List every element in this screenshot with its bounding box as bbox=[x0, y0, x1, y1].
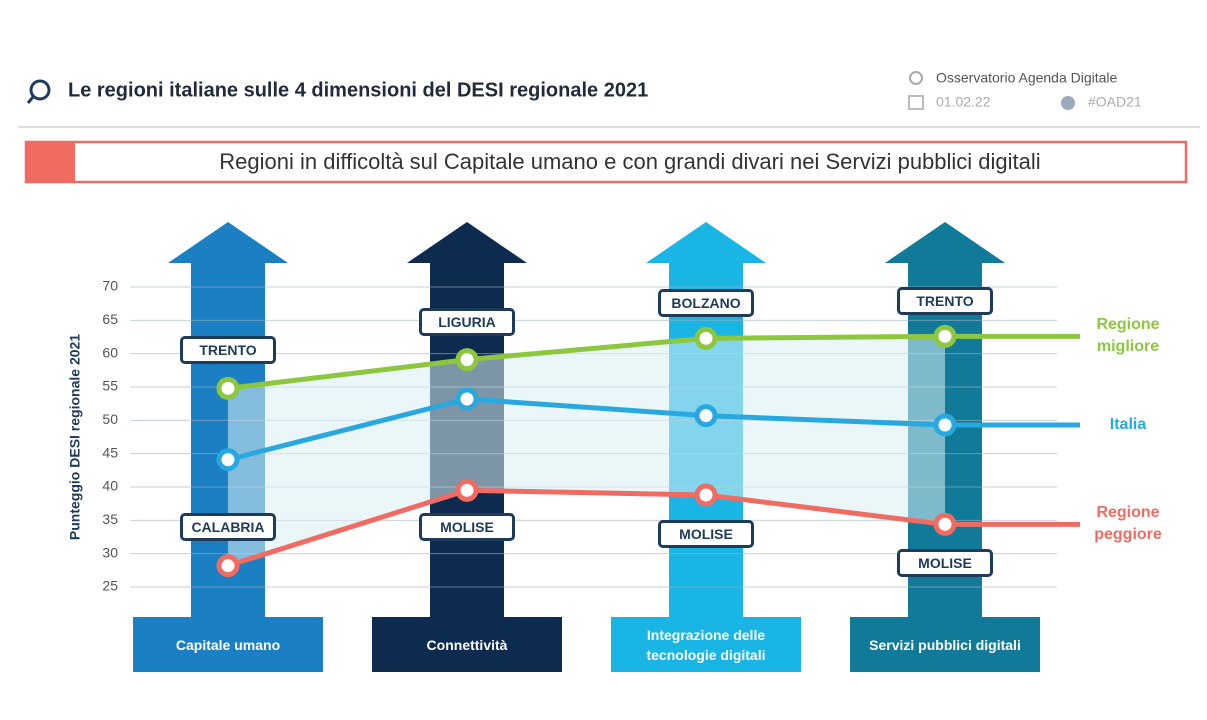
date: 01.02.22 bbox=[936, 94, 991, 110]
point bbox=[694, 404, 718, 428]
twitter-icon bbox=[1061, 96, 1075, 110]
y-tick-label: 30 bbox=[102, 544, 118, 560]
point bbox=[933, 413, 957, 437]
point bbox=[455, 478, 479, 502]
series-line bbox=[227, 487, 946, 569]
category-label: Connettività bbox=[426, 636, 508, 653]
region-label: TRENTO bbox=[180, 336, 276, 364]
y-axis-label: Punteggio DESI regionale 2021 bbox=[67, 334, 83, 540]
region-label: CALABRIA bbox=[180, 513, 276, 541]
y-tick-label: 35 bbox=[102, 511, 118, 527]
category-label: Servizi pubblici digitali bbox=[869, 636, 1021, 653]
banner-text: Regioni in difficoltà sul Capitale umano… bbox=[219, 149, 1040, 174]
banner-accent bbox=[26, 142, 75, 182]
calendar-icon bbox=[908, 95, 924, 110]
series-line bbox=[227, 396, 946, 463]
y-tick-label: 45 bbox=[102, 444, 118, 460]
search-icon-handle bbox=[26, 96, 35, 104]
legend-label: Regione migliore bbox=[1096, 316, 1160, 356]
legend-label: Regione peggiore bbox=[1094, 504, 1162, 544]
series-line bbox=[227, 333, 946, 391]
category-label: Integrazione delle tecnologie digitali bbox=[646, 626, 766, 663]
point bbox=[455, 387, 479, 411]
hashtag: #OAD21 bbox=[1088, 94, 1142, 110]
y-tick-label: 40 bbox=[102, 478, 118, 494]
region-label: BOLZANO bbox=[658, 289, 754, 317]
y-tick-label: 50 bbox=[102, 411, 118, 427]
category-box bbox=[372, 617, 562, 672]
category-box bbox=[133, 617, 323, 672]
region-label: LIGURIA bbox=[419, 308, 515, 336]
source-icon bbox=[909, 71, 923, 85]
point bbox=[933, 324, 957, 348]
region-label: TRENTO bbox=[897, 287, 993, 315]
point bbox=[216, 554, 240, 578]
y-tick-label: 60 bbox=[102, 344, 118, 360]
point bbox=[216, 448, 240, 472]
y-tick-label: 65 bbox=[102, 311, 118, 327]
region-label: MOLISE bbox=[658, 520, 754, 548]
source: Osservatorio Agenda Digitale bbox=[936, 70, 1118, 86]
y-tick-label: 25 bbox=[102, 578, 118, 594]
category-box bbox=[611, 617, 801, 672]
title: Le regioni italiane sulle 4 dimensioni d… bbox=[68, 79, 648, 101]
region-label: MOLISE bbox=[897, 549, 993, 577]
point bbox=[216, 376, 240, 400]
category-label: Capitale umano bbox=[175, 636, 281, 653]
legend-label: Italia bbox=[1109, 416, 1147, 433]
point bbox=[694, 326, 718, 350]
point bbox=[455, 348, 479, 372]
region-label: MOLISE bbox=[419, 513, 515, 541]
y-tick-label: 70 bbox=[102, 278, 118, 294]
point bbox=[694, 483, 718, 507]
category-box bbox=[850, 617, 1040, 672]
search-icon bbox=[29, 79, 51, 101]
y-tick-label: 55 bbox=[102, 378, 118, 394]
point bbox=[933, 512, 957, 536]
